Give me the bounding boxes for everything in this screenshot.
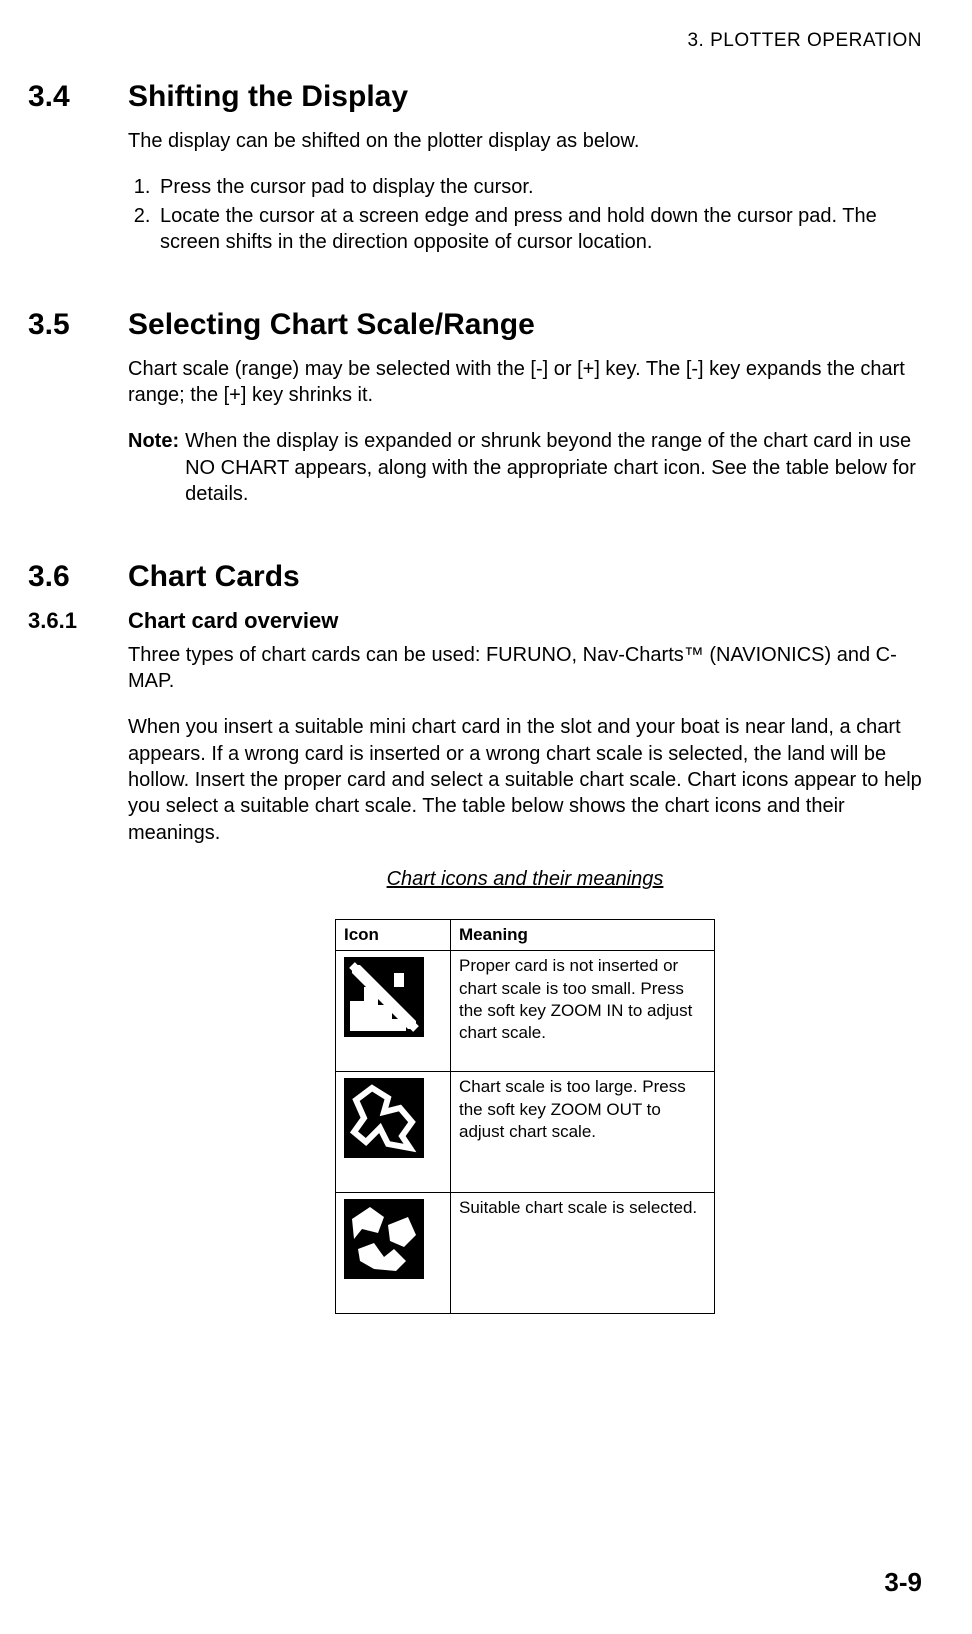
heading-3-6: 3.6 Chart Cards <box>28 560 922 594</box>
section-3-4: 3.4 Shifting the Display The display can… <box>28 80 922 256</box>
heading-3-6-1: 3.6.1 Chart card overview <box>28 608 922 634</box>
step-item: Locate the cursor at a screen edge and p… <box>156 203 922 256</box>
paragraph: When you insert a suitable mini chart ca… <box>128 714 922 846</box>
note: Note: When the display is expanded or sh… <box>128 428 922 507</box>
subheading-title: Chart card overview <box>128 608 338 634</box>
heading-number: 3.6 <box>28 560 128 594</box>
step-item: Press the cursor pad to display the curs… <box>156 174 922 200</box>
heading-3-5: 3.5 Selecting Chart Scale/Range <box>28 308 922 342</box>
page-number: 3-9 <box>884 1567 922 1598</box>
section-body: The display can be shifted on the plotte… <box>128 128 922 256</box>
meaning-cell: Suitable chart scale is selected. <box>451 1193 715 1314</box>
section-body: Three types of chart cards can be used: … <box>128 642 922 1315</box>
icon-cell <box>336 951 451 1072</box>
table-header-row: Icon Meaning <box>336 919 715 950</box>
meaning-cell: Proper card is not inserted or chart sca… <box>451 951 715 1072</box>
section-3-6: 3.6 Chart Cards 3.6.1 Chart card overvie… <box>28 560 922 1315</box>
running-head: 3. PLOTTER OPERATION <box>28 30 922 52</box>
table-caption: Chart icons and their meanings <box>128 866 922 892</box>
intro-paragraph: The display can be shifted on the plotte… <box>128 128 922 154</box>
section-body: Chart scale (range) may be selected with… <box>128 356 922 508</box>
heading-3-4: 3.4 Shifting the Display <box>28 80 922 114</box>
heading-title: Chart Cards <box>128 560 300 594</box>
subheading-number: 3.6.1 <box>28 608 128 634</box>
table-row: Chart scale is too large. Press the soft… <box>336 1072 715 1193</box>
chart-ok-icon <box>344 1199 424 1279</box>
table-row: Suitable chart scale is selected. <box>336 1193 715 1314</box>
icon-cell <box>336 1072 451 1193</box>
column-header-icon: Icon <box>336 919 451 950</box>
icon-cell <box>336 1193 451 1314</box>
paragraph: Three types of chart cards can be used: … <box>128 642 922 695</box>
no-chart-zoom-in-icon <box>344 957 424 1037</box>
no-chart-zoom-out-icon <box>344 1078 424 1158</box>
heading-title: Shifting the Display <box>128 80 408 114</box>
heading-number: 3.5 <box>28 308 128 342</box>
note-label: Note: <box>128 428 179 454</box>
note-body: When the display is expanded or shrunk b… <box>185 428 922 507</box>
steps-list: Press the cursor pad to display the curs… <box>128 174 922 255</box>
chart-icons-table: Icon Meaning <box>335 919 715 1314</box>
heading-number: 3.4 <box>28 80 128 114</box>
heading-title: Selecting Chart Scale/Range <box>128 308 535 342</box>
paragraph: Chart scale (range) may be selected with… <box>128 356 922 409</box>
meaning-cell: Chart scale is too large. Press the soft… <box>451 1072 715 1193</box>
column-header-meaning: Meaning <box>451 919 715 950</box>
section-3-5: 3.5 Selecting Chart Scale/Range Chart sc… <box>28 308 922 508</box>
page: 3. PLOTTER OPERATION 3.4 Shifting the Di… <box>0 0 972 1634</box>
table-row: Proper card is not inserted or chart sca… <box>336 951 715 1072</box>
